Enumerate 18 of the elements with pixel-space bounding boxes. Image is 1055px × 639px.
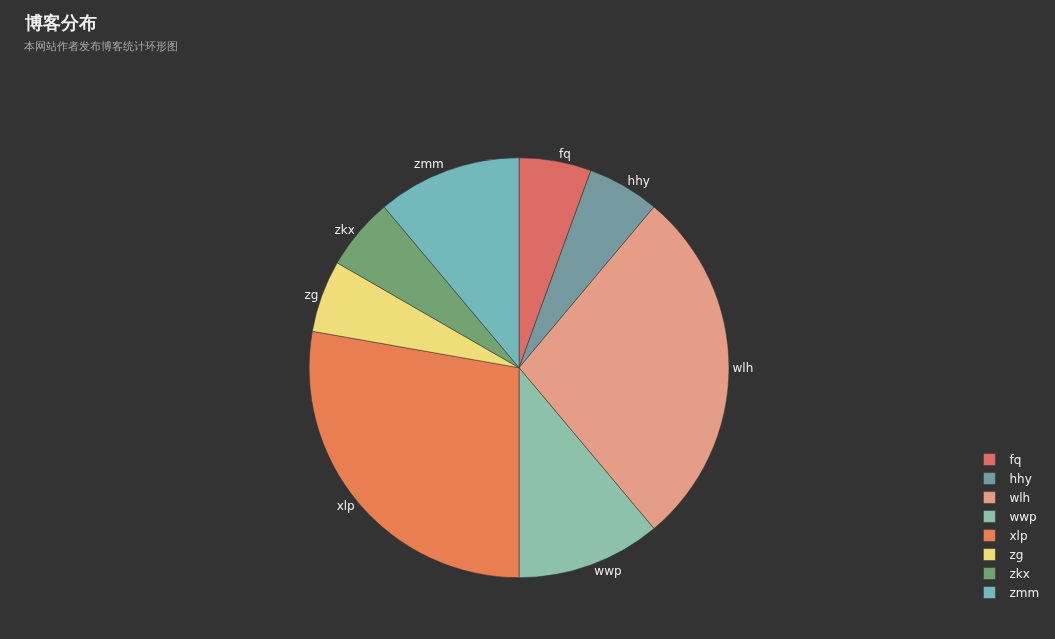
slice-label: zg [304, 288, 319, 303]
slice-label: xlp [336, 498, 355, 513]
slice-label: zmm [414, 157, 444, 172]
legend-label: zg [1009, 548, 1024, 563]
slice-label: fq [559, 147, 571, 162]
text: 博客分布 [24, 12, 97, 33]
text: 本网站作者发布博客统计环形图 [24, 40, 178, 53]
legend-label: hhy [1009, 472, 1032, 487]
legend-label: fq [1009, 453, 1022, 468]
legend-label: zkx [1009, 567, 1030, 582]
slice-label: zkx [334, 222, 355, 237]
slice-label: hhy [627, 173, 650, 188]
slice-label: wlh [732, 360, 754, 375]
legend-label: wlh [1009, 491, 1031, 506]
legend-label: zmm [1009, 586, 1040, 601]
legend-label: xlp [1009, 529, 1028, 544]
legend-label: wwp [1009, 510, 1037, 525]
slice-label: wwp [594, 564, 622, 579]
